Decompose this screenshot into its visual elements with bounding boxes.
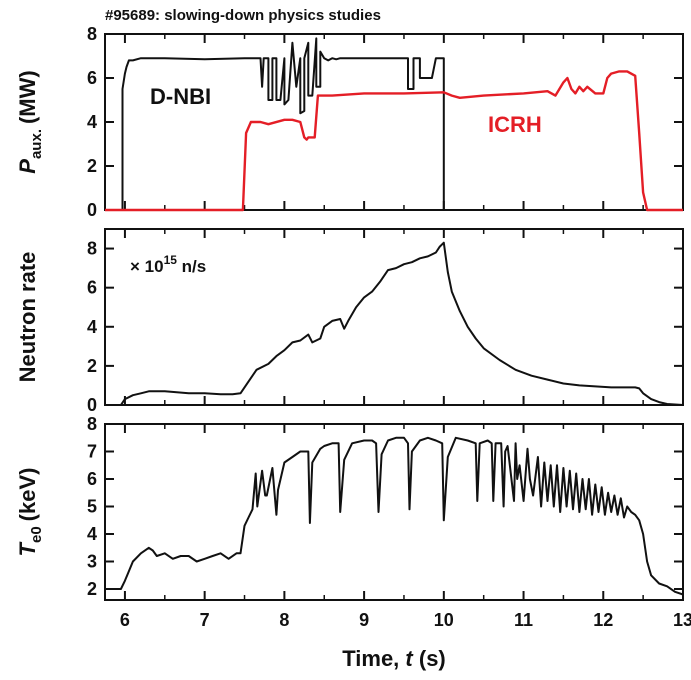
neutron-unit-prefix: × 10 (130, 257, 164, 276)
x-axis-label-main: Time, (342, 646, 405, 671)
y-tick-label: 4 (87, 112, 97, 132)
panel-neutron-rate: 0 2 4 6 8 × 1015 n/s Neutron rate (15, 228, 684, 415)
y-tick-label: 2 (87, 156, 97, 176)
y-axis-label-paux-main: P (15, 159, 40, 174)
x-tick-label: 11 (514, 610, 533, 630)
x-tick-label: 13 (673, 610, 691, 630)
y-axis-label-te0-sub: e0 (28, 526, 45, 543)
y-tick-label: 4 (87, 524, 97, 544)
series-label-dnbi: D-NBI (150, 84, 211, 109)
y-axis-label-te0: Te0 (keV) (15, 468, 45, 557)
x-tick-label: 6 (120, 610, 130, 630)
x-axis-label: Time, t (s) (342, 646, 446, 671)
y-tick-label: 8 (87, 239, 97, 259)
x-tick-label: 7 (200, 610, 210, 630)
y-tick-label: 0 (87, 200, 97, 220)
x-axis-label-unit: (s) (413, 646, 446, 671)
panel-aux-power-frame (104, 33, 684, 211)
panel-aux-power-xticks (123, 34, 684, 210)
chart-title: #95689: slowing-down physics studies (105, 7, 381, 24)
panel-aux-power-yticks: 0 2 4 6 8 (87, 24, 683, 220)
y-axis-label-neutron: Neutron rate (15, 252, 40, 383)
y-tick-label: 6 (87, 278, 97, 298)
y-tick-label: 5 (87, 497, 97, 517)
y-tick-label: 6 (87, 68, 97, 88)
y-axis-label-te0-main: T (15, 541, 40, 556)
neutron-unit-note: × 1015 n/s (130, 253, 206, 276)
y-axis-label-paux-unit: (MW) (15, 70, 40, 124)
y-tick-label: 0 (87, 395, 97, 415)
y-axis-label-paux-sub: aux. (28, 129, 45, 159)
x-tick-label: 8 (279, 610, 289, 630)
series-te0-line (105, 436, 684, 596)
series-icrh-line (105, 70, 683, 212)
series-label-icrh: ICRH (488, 112, 542, 137)
y-axis-label-te0-unit: (keV) (15, 468, 40, 522)
neutron-unit-suffix: n/s (177, 257, 206, 276)
y-tick-label: 3 (87, 552, 97, 572)
panel-neutron-rate-xticks (123, 229, 684, 405)
y-tick-label: 7 (87, 442, 97, 462)
panel-te0-frame (104, 423, 684, 601)
y-tick-label: 6 (87, 469, 97, 489)
y-tick-label: 2 (87, 579, 97, 599)
y-tick-label: 2 (87, 356, 97, 376)
panel-aux-power: 0 2 4 6 8 D-NBI ICRH Paux. (MW) (15, 24, 684, 220)
x-axis-tick-labels: 6 7 8 9 10 11 12 13 (120, 610, 691, 630)
panel-neutron-rate-frame (104, 228, 684, 406)
x-tick-label: 9 (359, 610, 369, 630)
panel-te0-xticks (123, 424, 684, 600)
y-tick-label: 4 (87, 317, 97, 337)
series-neutron-line (105, 241, 684, 406)
y-tick-label: 8 (87, 24, 97, 44)
panel-neutron-rate-yticks: 0 2 4 6 8 (87, 239, 683, 415)
neutron-unit-exp: 15 (164, 253, 178, 267)
series-dnbi-line (105, 37, 683, 211)
y-tick-label: 8 (87, 414, 97, 434)
x-tick-label: 10 (434, 610, 454, 630)
x-tick-label: 12 (593, 610, 613, 630)
y-axis-label-paux: Paux. (MW) (15, 70, 45, 173)
panel-te0: 2 3 4 5 6 7 8 Te0 (keV) (15, 414, 684, 601)
x-axis-label-var: t (405, 646, 414, 671)
